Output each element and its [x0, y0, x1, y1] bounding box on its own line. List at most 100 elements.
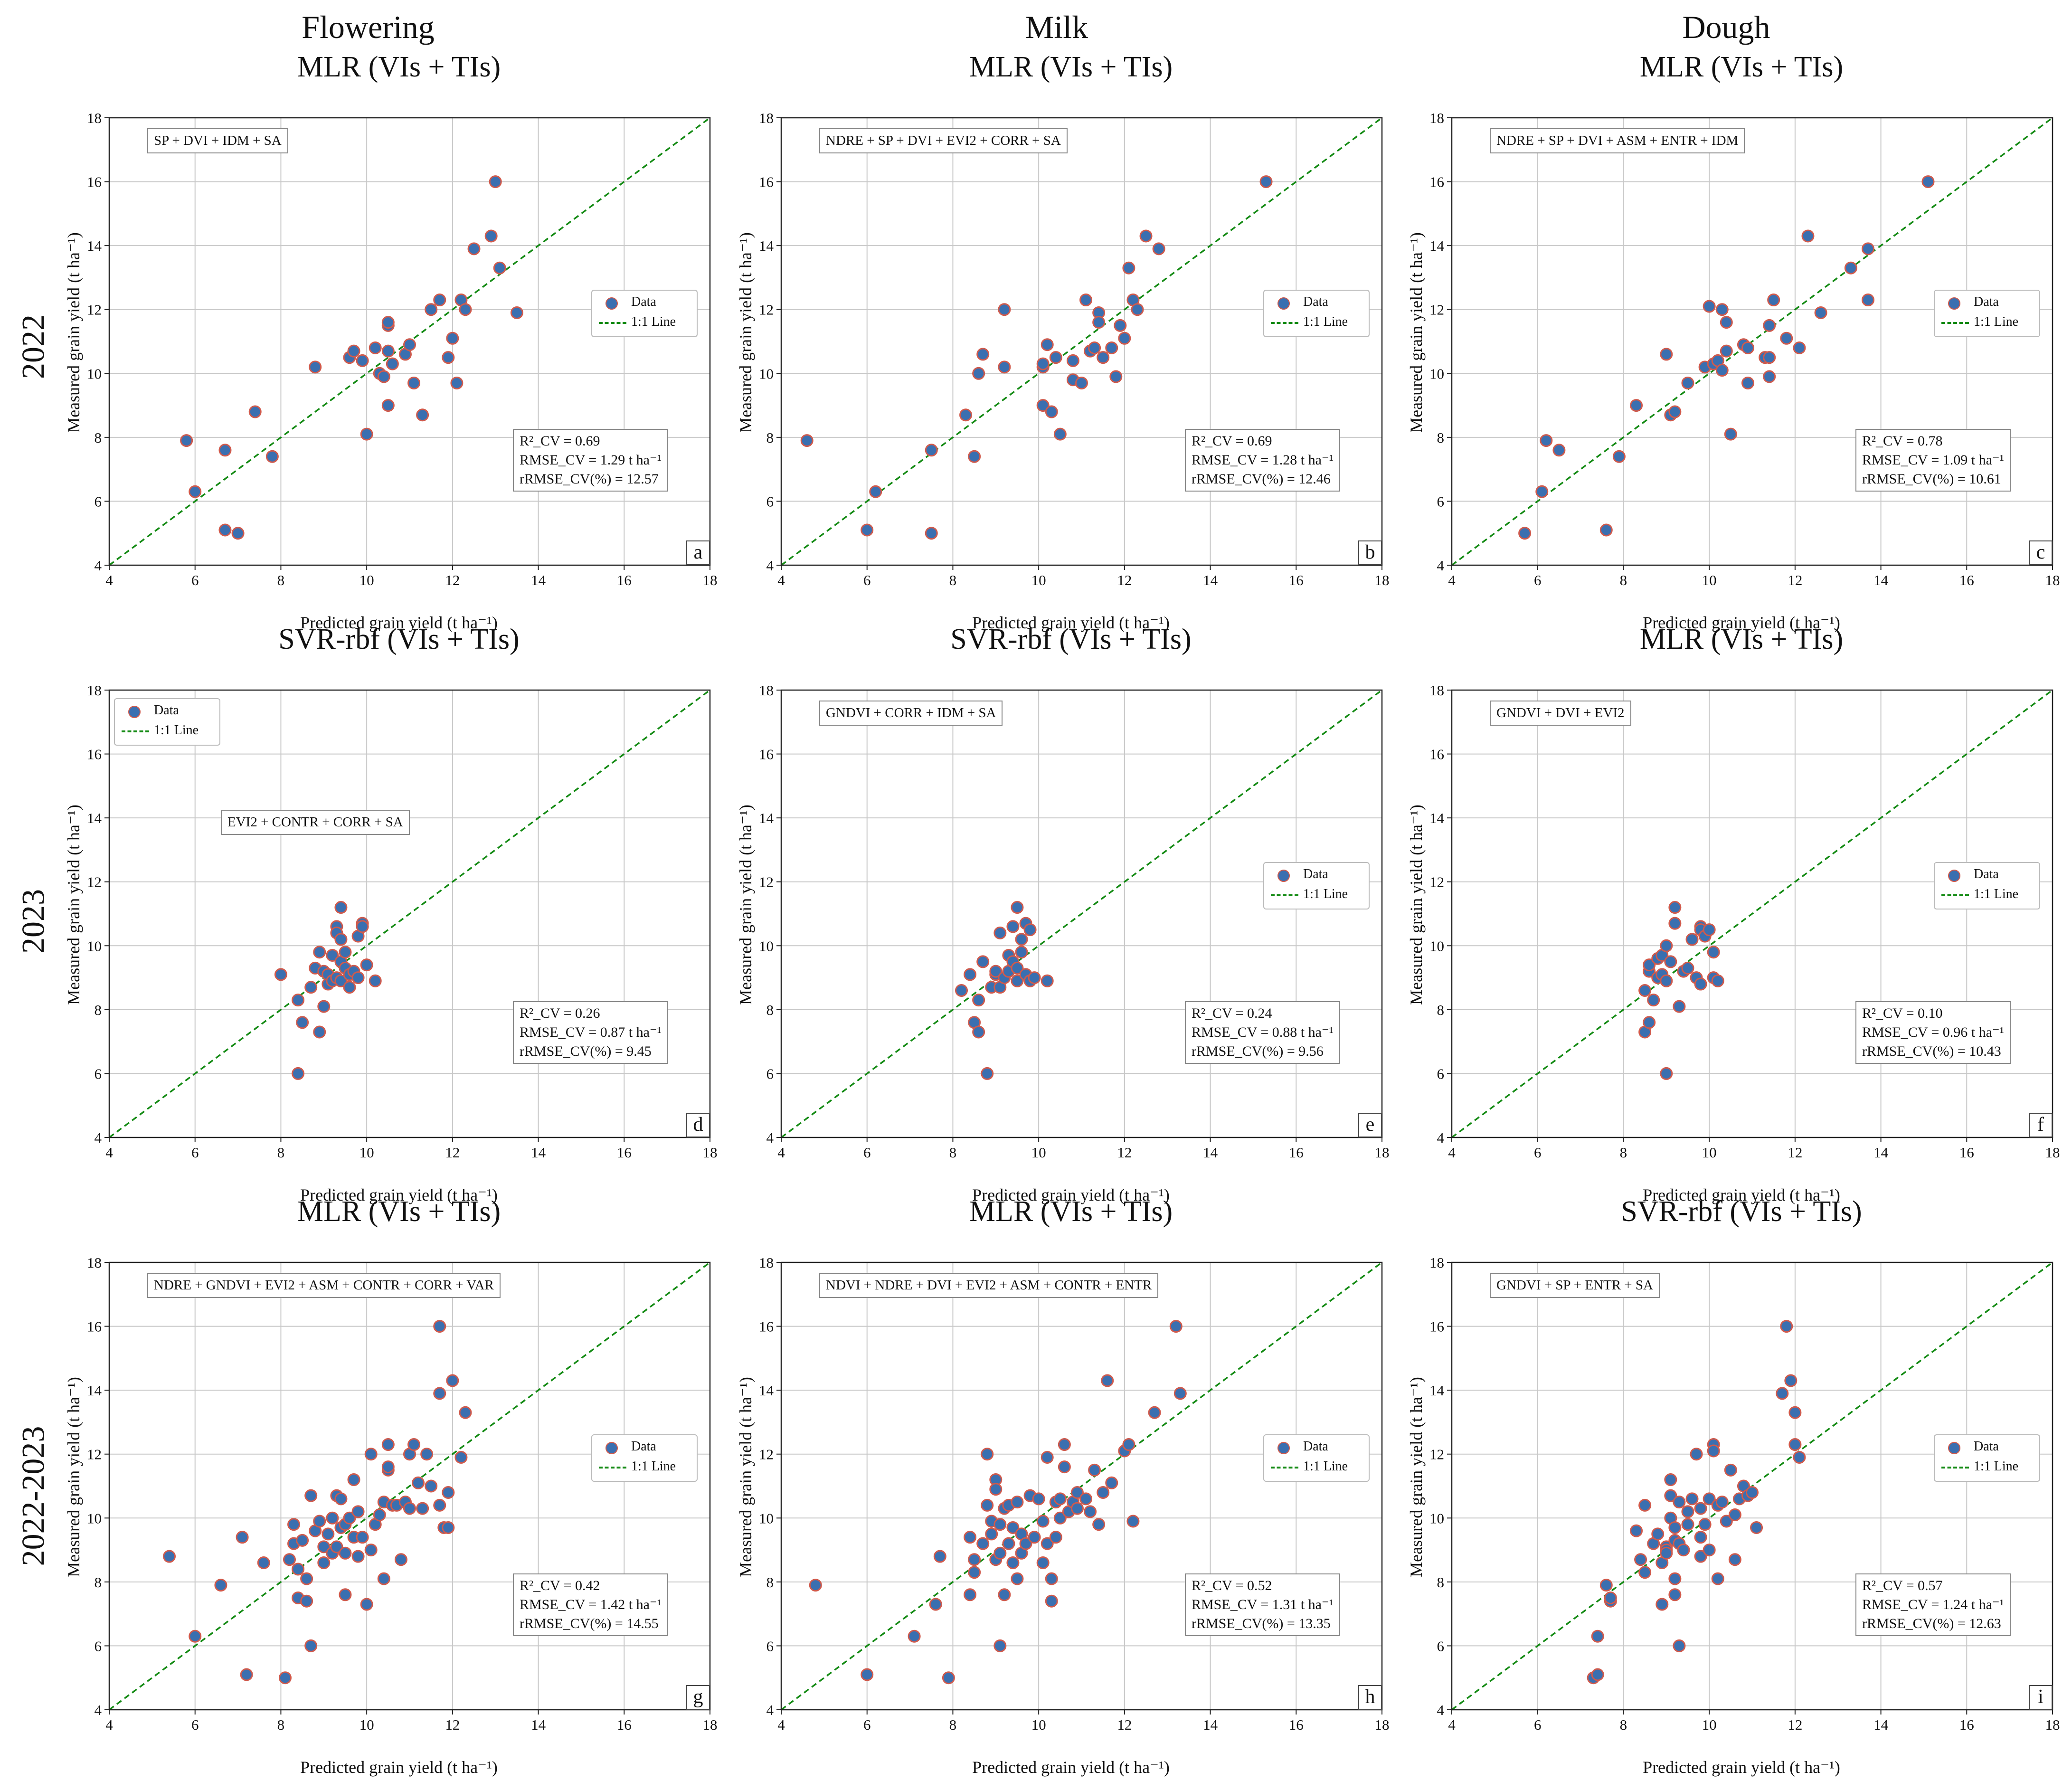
y-axis-label: Measured grain yield (t ha⁻¹): [64, 805, 83, 1005]
data-point: [989, 965, 1003, 978]
y-tick-label: 14: [759, 237, 774, 254]
x-tick-label: 10: [1702, 1144, 1717, 1161]
data-point: [343, 1511, 356, 1525]
x-tick-label: 8: [277, 1716, 285, 1733]
y-tick-label: 16: [1429, 174, 1444, 190]
data-point: [425, 303, 438, 316]
data-point: [1690, 1448, 1703, 1461]
data-point: [1694, 1531, 1707, 1544]
y-tick-label: 16: [1429, 746, 1444, 763]
data-point: [1152, 242, 1165, 256]
y-tick-label: 6: [766, 1065, 774, 1082]
legend-label-line: 1:1 Line: [1974, 1459, 2019, 1474]
x-tick-label: 4: [1448, 572, 1456, 588]
y-tick-label: 14: [1429, 237, 1445, 254]
y-tick-label: 12: [759, 1446, 774, 1463]
data-point: [1002, 1537, 1015, 1550]
legend-label-line: 1:1 Line: [1303, 1459, 1348, 1474]
data-point: [1049, 1531, 1062, 1544]
y-tick-label: 18: [759, 1254, 774, 1271]
legend-line-icon: [1271, 894, 1298, 896]
data-point: [326, 948, 339, 962]
stats-box: R²_CV = 0.42 RMSE_CV = 1.42 t ha⁻¹ rRMSE_C…: [513, 1573, 668, 1636]
column-header-milk: Milk: [1025, 9, 1088, 45]
data-point: [274, 968, 287, 981]
data-point: [1793, 341, 1806, 354]
stat-line: R²_CV = 0.26: [520, 1005, 600, 1021]
data-point: [283, 1553, 296, 1566]
data-point: [972, 994, 985, 1007]
data-point: [356, 354, 369, 367]
y-tick-label: 12: [759, 874, 774, 890]
data-point: [1638, 984, 1652, 997]
x-tick-label: 6: [1534, 1144, 1542, 1161]
data-point: [1685, 933, 1699, 946]
y-tick-label: 16: [1429, 1318, 1444, 1335]
data-point: [412, 1476, 425, 1489]
y-axis-label: Measured grain yield (t ha⁻¹): [64, 1377, 83, 1577]
data-point: [180, 434, 193, 447]
x-tick-label: 16: [617, 1716, 632, 1733]
y-tick-label: 4: [95, 1129, 102, 1146]
data-point: [968, 1566, 981, 1579]
data-point: [278, 1671, 292, 1685]
panel-letter: c: [2029, 540, 2053, 565]
legend-marker-icon: [1948, 297, 1960, 310]
data-point: [231, 527, 245, 540]
data-point: [1703, 1544, 1716, 1557]
legend-line-icon: [1941, 894, 1969, 896]
data-point: [369, 341, 382, 354]
stat-line: RMSE_CV = 1.28 t ha⁻¹: [1192, 452, 1334, 468]
y-axis-label: Measured grain yield (t ha⁻¹): [736, 1377, 755, 1577]
y-tick-label: 8: [766, 429, 774, 446]
data-point: [1105, 341, 1118, 354]
x-tick-label: 4: [1448, 1716, 1456, 1733]
panel-letter: b: [1358, 540, 1382, 565]
legend-marker-icon: [1948, 1442, 1960, 1454]
formula-box: SP + DVI + IDM + SA: [147, 128, 288, 153]
x-tick-label: 16: [617, 572, 632, 588]
x-axis-label: Predicted grain yield (t ha⁻¹): [972, 613, 1170, 632]
data-point: [1630, 1524, 1643, 1537]
y-tick-label: 4: [766, 1129, 774, 1146]
data-point: [1041, 974, 1054, 987]
data-point: [1715, 303, 1729, 316]
data-point: [1694, 1502, 1707, 1515]
data-point: [313, 1025, 326, 1039]
x-tick-label: 12: [1788, 1144, 1802, 1161]
data-point: [313, 946, 326, 959]
x-tick-label: 6: [863, 1144, 871, 1161]
x-tick-label: 10: [1031, 1144, 1046, 1161]
stat-line: RMSE_CV = 1.42 t ha⁻¹: [520, 1597, 662, 1612]
data-point: [339, 1546, 352, 1560]
panel-e: 4 4 6 6 8 8 10 10 12 12 14 14 16 16 18 18 SVR-rbf (VIs +…: [727, 620, 1415, 1209]
plot-frame: [780, 1261, 1383, 1711]
data-point: [343, 981, 356, 994]
y-tick-label: 6: [95, 1638, 102, 1654]
data-point: [1053, 1511, 1067, 1525]
data-point: [1088, 341, 1101, 354]
data-point: [993, 1639, 1007, 1652]
data-point: [433, 1498, 446, 1512]
column-header-dough: Dough: [1682, 9, 1770, 45]
x-tick-label: 4: [1448, 1144, 1456, 1161]
data-point: [1784, 1374, 1798, 1387]
data-point: [1703, 1492, 1716, 1506]
data-point: [304, 1639, 318, 1652]
x-tick-label: 10: [360, 572, 374, 588]
formula-box: GNDVI + DVI + EVI2: [1490, 701, 1631, 726]
y-tick-label: 10: [759, 1510, 774, 1526]
stat-line: RMSE_CV = 1.24 t ha⁻¹: [1862, 1597, 2004, 1612]
x-tick-label: 16: [1959, 572, 1974, 588]
panel-letter: a: [686, 540, 710, 565]
y-tick-label: 18: [87, 682, 102, 699]
stats-box: R²_CV = 0.26 RMSE_CV = 0.87 t ha⁻¹ rRMSE_C…: [513, 1001, 668, 1064]
data-point: [1122, 261, 1135, 275]
data-point: [1814, 306, 1827, 319]
data-point: [1105, 1476, 1118, 1489]
data-point: [189, 1629, 202, 1643]
y-tick-label: 18: [87, 110, 102, 126]
data-point: [356, 1531, 369, 1544]
data-point: [964, 1588, 977, 1601]
data-point: [265, 450, 279, 463]
